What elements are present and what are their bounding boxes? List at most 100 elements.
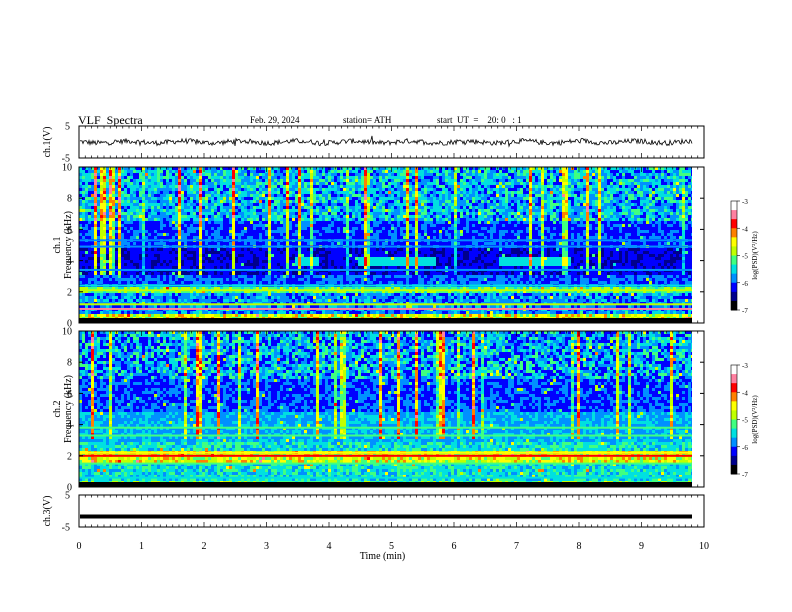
spectrogram-cell bbox=[517, 215, 520, 218]
spectrogram-cell bbox=[301, 236, 304, 239]
spectrogram-cell bbox=[319, 236, 322, 239]
spectrogram-cell bbox=[391, 173, 394, 176]
spectrogram-cell bbox=[79, 176, 82, 179]
spectrogram-cell bbox=[349, 215, 352, 218]
spectrogram-cell bbox=[475, 215, 478, 218]
spectrogram-cell bbox=[268, 197, 271, 200]
spectrogram-cell bbox=[400, 206, 403, 209]
spectrogram-cell bbox=[316, 182, 319, 185]
spectrogram-cell bbox=[508, 167, 511, 170]
spectrogram-cell bbox=[358, 221, 361, 224]
spectrogram-cell bbox=[115, 179, 118, 182]
spectrogram-cell bbox=[538, 206, 541, 209]
spectrogram-cell bbox=[565, 179, 568, 182]
spectrogram-cell bbox=[217, 185, 220, 188]
spectrogram-cell bbox=[592, 179, 595, 182]
spectrogram-cell bbox=[547, 209, 550, 212]
spectrogram-cell bbox=[319, 224, 322, 227]
spectrogram-cell bbox=[523, 215, 526, 218]
spectrogram-cell bbox=[523, 197, 526, 200]
spectrogram-cell bbox=[589, 179, 592, 182]
spectrogram-cell bbox=[91, 182, 94, 185]
spectrogram-cell bbox=[295, 185, 298, 188]
spectrogram-cell bbox=[388, 203, 391, 206]
spectrogram-cell bbox=[262, 230, 265, 233]
spectrogram-cell bbox=[628, 173, 631, 176]
spectrogram-cell bbox=[244, 185, 247, 188]
spectrogram-cell bbox=[673, 218, 676, 221]
spectrogram-cell bbox=[484, 170, 487, 173]
spectrogram-cell bbox=[634, 203, 637, 206]
spectrogram-cell bbox=[313, 215, 316, 218]
spectrogram-cell bbox=[682, 221, 685, 224]
spectrogram-cell bbox=[448, 218, 451, 221]
spectrogram-cell bbox=[553, 233, 556, 236]
spectrogram-cell bbox=[334, 191, 337, 194]
spectrogram-cell bbox=[580, 191, 583, 194]
spectrogram-cell bbox=[178, 185, 181, 188]
spectrogram-cell bbox=[637, 173, 640, 176]
spectrogram-cell bbox=[274, 185, 277, 188]
spectrogram-cell bbox=[127, 227, 130, 230]
spectrogram-cell bbox=[520, 215, 523, 218]
spectrogram-cell bbox=[334, 173, 337, 176]
spectrogram-cell bbox=[646, 197, 649, 200]
spectrogram-cell bbox=[109, 227, 112, 230]
spectrogram-cell bbox=[433, 176, 436, 179]
spectrogram-cell bbox=[520, 206, 523, 209]
spectrogram-cell bbox=[616, 185, 619, 188]
spectrogram-cell bbox=[139, 215, 142, 218]
spectrogram-cell bbox=[367, 233, 370, 236]
spectrogram-cell bbox=[148, 185, 151, 188]
spectrogram-cell bbox=[487, 215, 490, 218]
spectrogram-cell bbox=[487, 191, 490, 194]
spectrogram-cell bbox=[439, 221, 442, 224]
spectrogram-cell bbox=[571, 227, 574, 230]
spectrogram-cell bbox=[433, 170, 436, 173]
spectrogram-cell bbox=[478, 212, 481, 215]
spectrogram-cell bbox=[457, 194, 460, 197]
spectrogram-cell bbox=[658, 167, 661, 170]
spectrogram-cell bbox=[244, 194, 247, 197]
spectrogram-cell bbox=[580, 194, 583, 197]
spectrogram-cell bbox=[160, 227, 163, 230]
spectrogram-cell bbox=[595, 218, 598, 221]
spectrogram-cell bbox=[121, 212, 124, 215]
spectrogram-cell bbox=[502, 233, 505, 236]
spectrogram-cell bbox=[277, 203, 280, 206]
spectrogram-cell bbox=[226, 230, 229, 233]
spectrogram-cell bbox=[493, 209, 496, 212]
spectrogram-cell bbox=[265, 218, 268, 221]
spectrogram-cell bbox=[241, 209, 244, 212]
spectrogram-cell bbox=[625, 221, 628, 224]
spectrogram-cell bbox=[481, 191, 484, 194]
spectrogram-cell bbox=[271, 197, 274, 200]
spectrogram-cell bbox=[205, 194, 208, 197]
spectrogram-cell bbox=[199, 236, 202, 239]
spectrogram-cell bbox=[607, 236, 610, 239]
spectrogram-cell bbox=[514, 167, 517, 170]
spectrogram-cell bbox=[145, 206, 148, 209]
spectrogram-cell bbox=[544, 188, 547, 191]
spectrogram-cell bbox=[304, 194, 307, 197]
spectrogram-cell bbox=[133, 182, 136, 185]
spectrogram-cell bbox=[643, 233, 646, 236]
spectrogram-cell bbox=[274, 227, 277, 230]
spectrogram-cell bbox=[151, 227, 154, 230]
spectrogram-cell bbox=[616, 224, 619, 227]
spectrogram-cell bbox=[169, 212, 172, 215]
spectrogram-cell bbox=[127, 179, 130, 182]
spectrogram-cell bbox=[370, 233, 373, 236]
spectrogram-cell bbox=[334, 194, 337, 197]
spectrogram-cell bbox=[463, 188, 466, 191]
spectrogram-cell bbox=[364, 194, 367, 197]
spectrogram-cell bbox=[235, 215, 238, 218]
spectrogram-cell bbox=[574, 167, 577, 170]
spectrogram-cell bbox=[523, 218, 526, 221]
spectrogram-cell bbox=[418, 224, 421, 227]
spectrogram-cell bbox=[661, 236, 664, 239]
spectrogram-cell bbox=[610, 236, 613, 239]
spectrogram-cell bbox=[265, 185, 268, 188]
spectrogram-cell bbox=[259, 203, 262, 206]
spectrogram-cell bbox=[202, 167, 205, 170]
